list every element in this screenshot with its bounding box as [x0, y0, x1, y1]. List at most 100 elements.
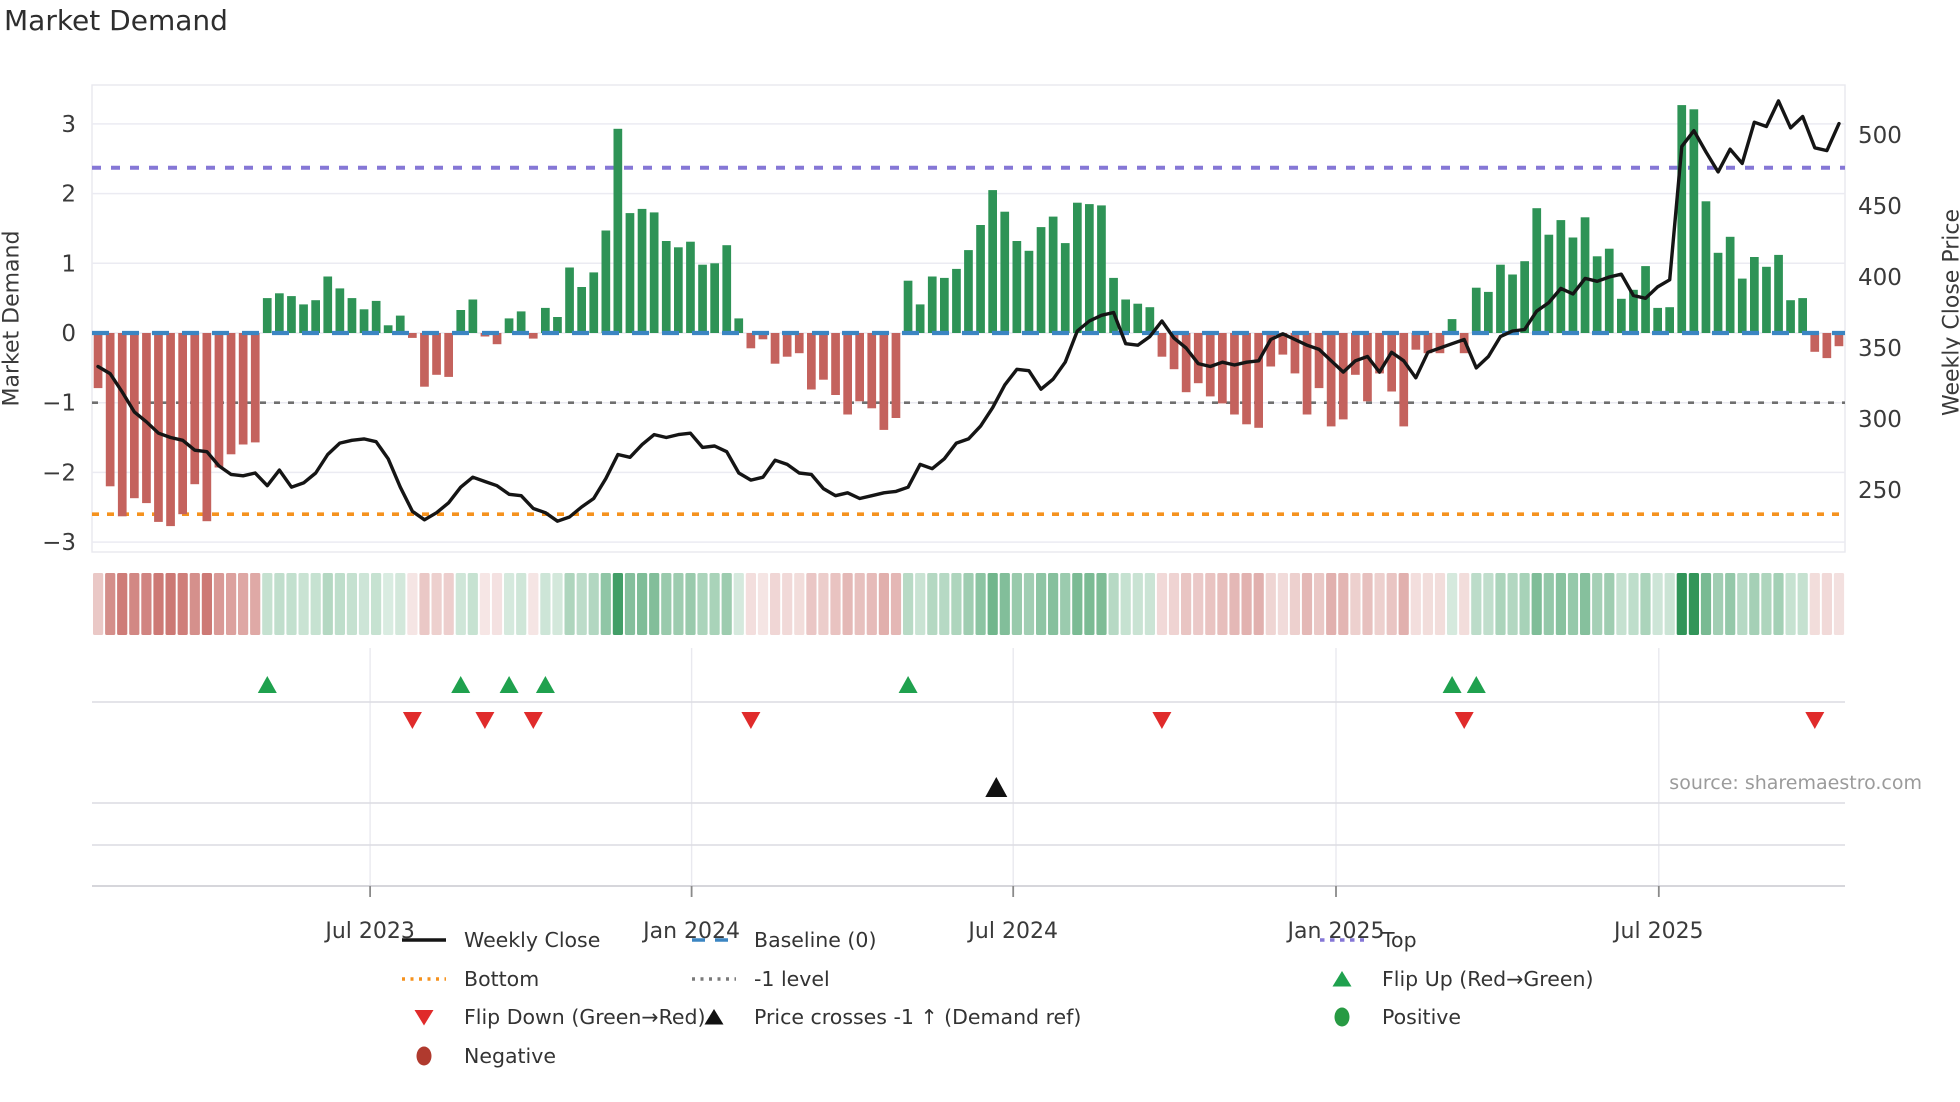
- legend-line-swatch: [692, 938, 736, 942]
- heatmap-cell: [975, 573, 986, 635]
- demand-bar: [1266, 333, 1276, 367]
- date-tick-label: Jul 2025: [1612, 919, 1704, 944]
- heatmap-cell: [818, 573, 829, 635]
- demand-bar: [1701, 201, 1711, 333]
- demand-bar: [359, 309, 369, 333]
- heatmap-cell: [757, 573, 769, 635]
- demand-bar: [1580, 217, 1590, 333]
- legend-symbol: [688, 969, 740, 989]
- legend-label: Flip Down (Green→Red): [464, 1005, 706, 1030]
- demand-bar: [516, 311, 526, 333]
- legend-triangle-up-icon: [704, 1009, 724, 1025]
- price-cross-markers: [985, 777, 1008, 797]
- heatmap-cell: [1616, 573, 1627, 635]
- heatmap-cell: [105, 573, 116, 635]
- heatmap-cell: [1386, 573, 1397, 635]
- demand-bar: [1750, 257, 1759, 333]
- legend-entry: Positive: [1316, 998, 1593, 1037]
- demand-bar: [202, 333, 212, 522]
- left-tick-labels: 3 2 1 0 −1 −2 −3: [42, 112, 76, 556]
- demand-bar: [1363, 333, 1372, 402]
- heatmap-cell: [504, 573, 515, 635]
- demand-bar: [577, 287, 586, 333]
- heatmap-cell: [274, 573, 285, 635]
- heatmap-cell: [153, 573, 164, 635]
- demand-bar: [444, 333, 453, 377]
- flip-down-marker: [1152, 712, 1172, 729]
- heatmap-cell: [516, 573, 527, 635]
- demand-bar: [674, 247, 683, 333]
- heatmap-cell: [1833, 573, 1845, 635]
- heatmap-cell: [1277, 573, 1288, 635]
- heatmap-cell: [794, 573, 805, 635]
- demand-bars: [93, 105, 1844, 527]
- heatmap-cell: [782, 573, 793, 635]
- legend-label: Flip Up (Red→Green): [1382, 966, 1594, 991]
- heatmap-cell: [1253, 573, 1264, 635]
- heatmap-cell: [346, 573, 357, 635]
- demand-bar: [1133, 303, 1143, 333]
- heatmap-cell: [1398, 573, 1409, 635]
- demand-bar: [275, 293, 284, 333]
- heatmap-cell: [770, 573, 781, 635]
- heatmap-cell: [407, 573, 418, 635]
- demand-bar: [807, 333, 816, 390]
- heatmap-cell: [1048, 573, 1059, 635]
- demand-bar: [1326, 333, 1336, 427]
- weekly-close-line: [96, 99, 1841, 523]
- flip-up-marker: [451, 676, 471, 693]
- demand-bar: [190, 333, 200, 485]
- flip-down-marker: [1454, 712, 1474, 729]
- flip-up-marker: [535, 676, 555, 693]
- demand-bar: [456, 310, 466, 333]
- heatmap-cell: [467, 573, 478, 635]
- demand-bar: [1290, 333, 1300, 374]
- demand-bar: [335, 288, 345, 333]
- demand-bar: [734, 318, 744, 333]
- demand-bar: [311, 300, 320, 333]
- demand-bar: [589, 272, 599, 333]
- legend-symbol: [1316, 930, 1368, 950]
- heatmap-cell: [1821, 573, 1832, 635]
- demand-bar: [637, 208, 647, 333]
- heatmap-cell: [1495, 573, 1506, 635]
- heatmap-cell: [1604, 573, 1615, 635]
- heatmap-cell: [431, 573, 442, 635]
- price-tick-label: 300: [1858, 407, 1902, 433]
- legend-entry: Negative: [398, 1037, 706, 1076]
- page-title: Market Demand: [4, 4, 228, 37]
- demand-bar: [1447, 319, 1457, 333]
- price-tick-label: 350: [1858, 336, 1902, 362]
- x-tick-labels: Jul 2023 Jan 2024 Jul 2024 Jan 2025 Jul 2025: [323, 919, 1703, 944]
- heatmap-cell: [1168, 573, 1180, 635]
- demand-bar: [105, 333, 115, 487]
- heatmap-cell: [1797, 573, 1808, 635]
- source-note: source: sharemaestro.com: [1669, 772, 1922, 794]
- demand-bar: [383, 325, 393, 333]
- demand-bar: [722, 245, 732, 333]
- heatmap-cell: [1410, 573, 1421, 635]
- price-tick-label: 250: [1858, 478, 1902, 504]
- heatmap-cell: [1241, 573, 1252, 635]
- heatmap-cell: [1120, 573, 1131, 635]
- demand-bar: [1169, 333, 1179, 370]
- demand-bar: [601, 230, 611, 333]
- heatmap-cell: [1447, 573, 1458, 635]
- demand-bar: [746, 333, 756, 349]
- heatmap-cell: [673, 573, 684, 635]
- legend-entry: Top: [1316, 921, 1593, 960]
- heatmap-cell: [1459, 573, 1470, 635]
- heatmap-cell: [177, 573, 188, 635]
- y-tick-label: 0: [61, 321, 76, 347]
- demand-bar: [250, 333, 260, 443]
- demand-bar: [1484, 291, 1493, 333]
- heatmap-cell: [1205, 573, 1216, 635]
- demand-bar: [867, 333, 877, 409]
- heatmap-cell: [1108, 573, 1119, 635]
- demand-bar: [1689, 109, 1699, 333]
- legend-entry: Flip Down (Green→Red): [398, 998, 706, 1037]
- legend-entry: Bottom: [398, 960, 706, 999]
- heatmap-cell: [129, 573, 140, 635]
- heatmap-cell: [1338, 573, 1349, 635]
- demand-bar: [504, 318, 514, 333]
